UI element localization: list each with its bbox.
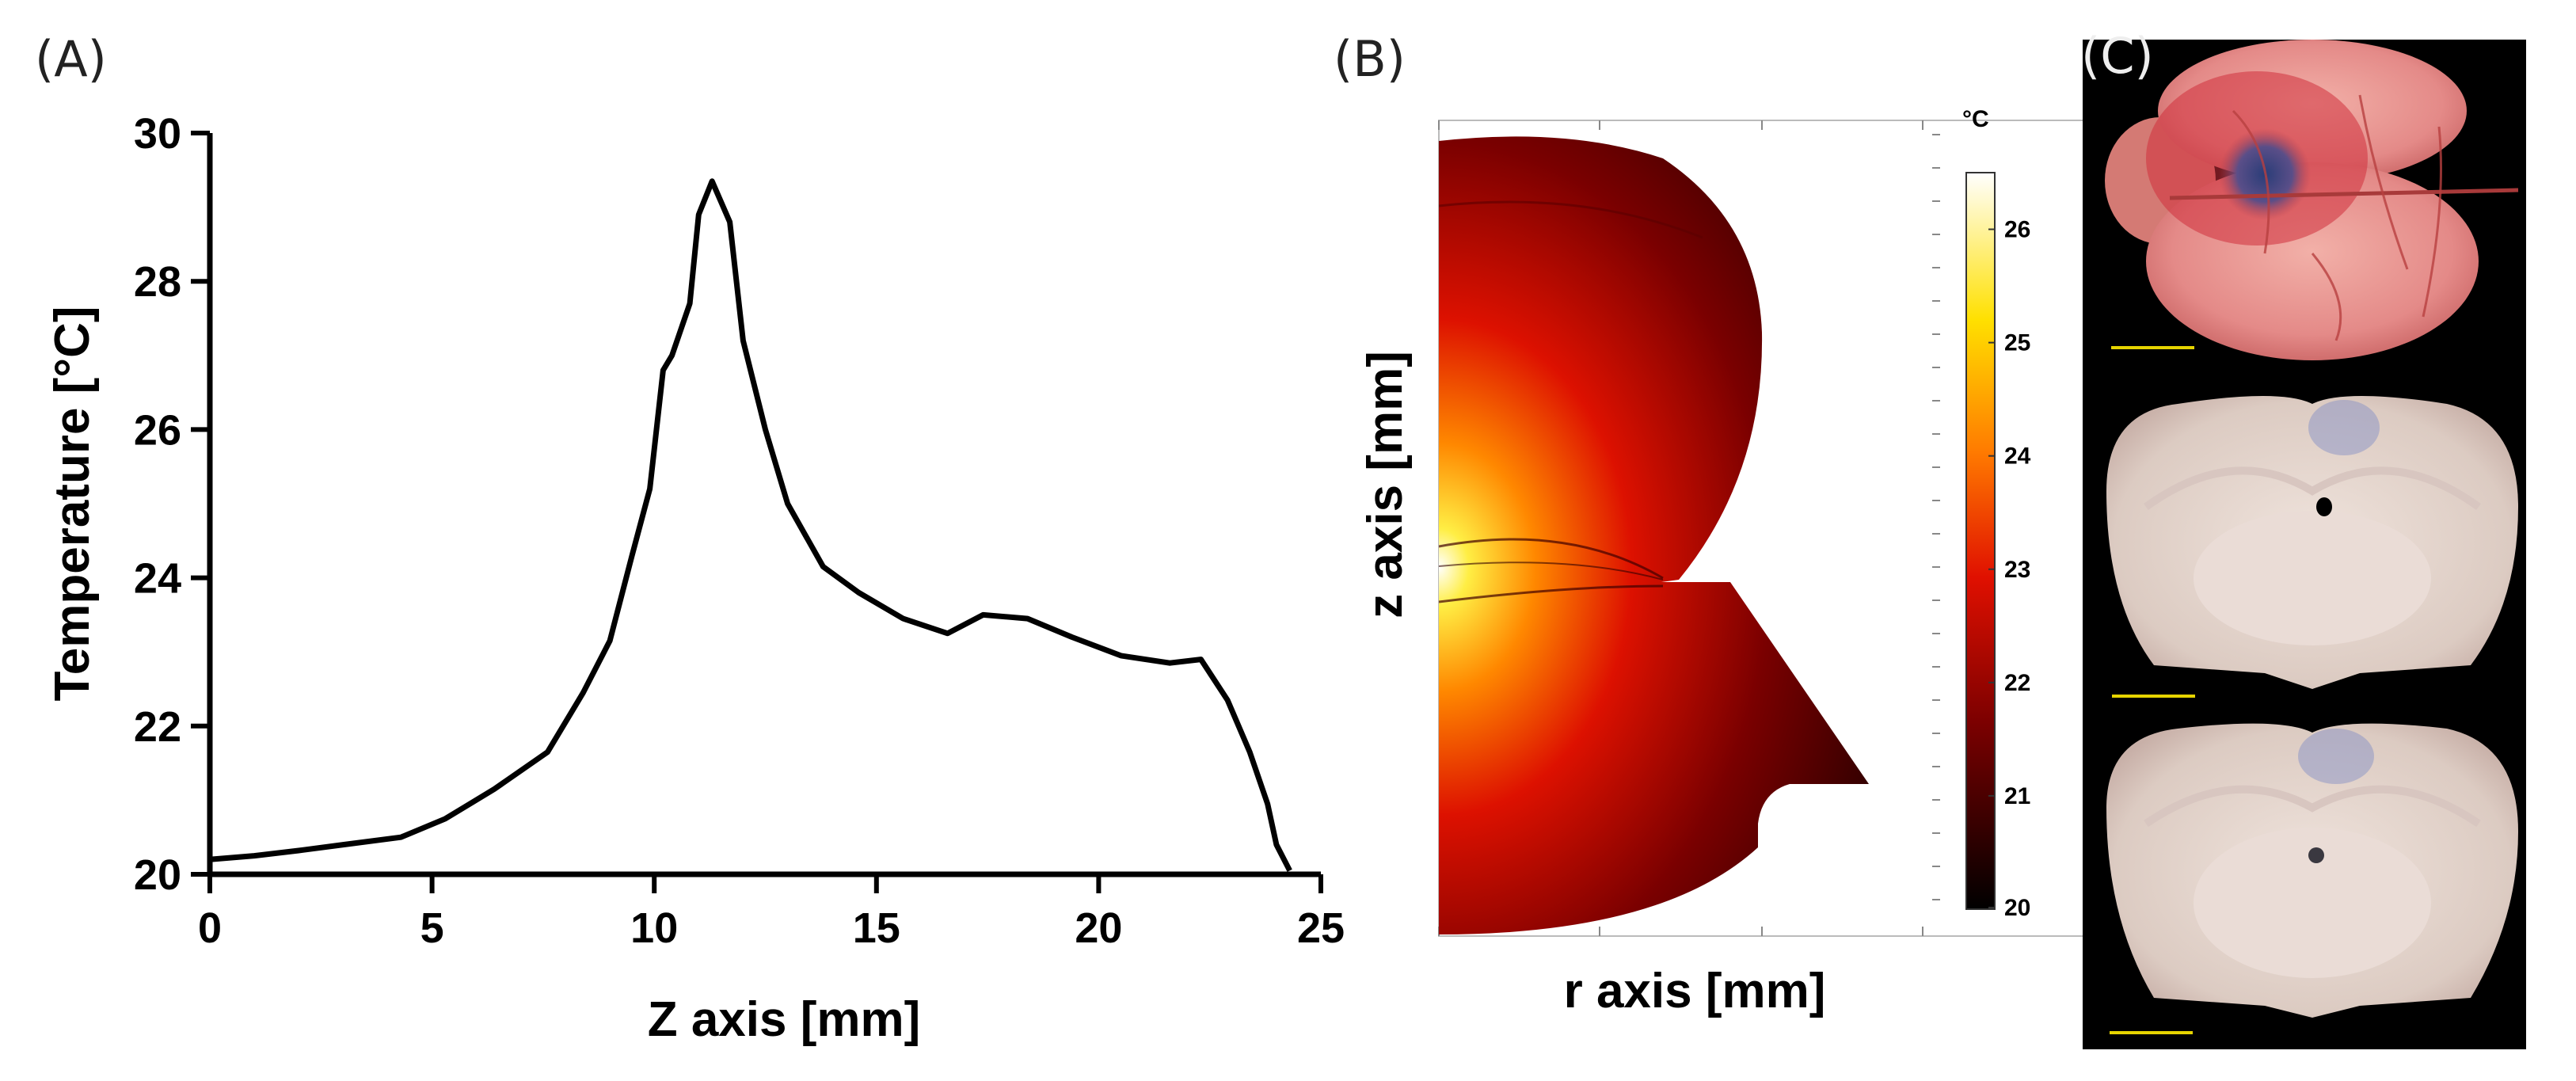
temperature-series-line [209, 178, 1292, 872]
colorbar-tick-label: 23 [2004, 557, 2030, 583]
whole-brain-photo [2105, 40, 2519, 360]
x-tick-label: 0 [198, 904, 222, 952]
x-tick-label: 25 [1297, 904, 1345, 952]
y-tick-label: 24 [134, 555, 181, 603]
x-tick-label: 5 [420, 904, 444, 952]
heatmap-frame-ticks [1438, 120, 1940, 936]
panel-a-label: (A) [35, 30, 107, 88]
y-tick-label: 20 [134, 851, 181, 899]
y-tick-label: 22 [134, 703, 181, 751]
y-axis-title-heatmap: z axis [mm] [1358, 351, 1413, 619]
y-tick-label: 28 [134, 258, 181, 306]
panel-a-line-chart: (A) 0 5 10 15 20 25 20 22 24 26 28 30 Z axis [mm] T… [35, 30, 1345, 1047]
y-tick-label: 30 [134, 110, 181, 158]
colorbar-tick-label: 22 [2004, 670, 2030, 696]
y-tick-label: 26 [134, 406, 181, 454]
x-tick-label: 10 [630, 904, 678, 952]
colorbar-tick-label: 24 [2004, 443, 2031, 470]
panel-c-label: (C) [2081, 27, 2154, 85]
coronal-slice-1 [2106, 396, 2518, 698]
colorbar-tick-label: 26 [2004, 217, 2030, 243]
x-tick-label: 20 [1075, 904, 1122, 952]
x-axis-title: Z axis [mm] [648, 992, 921, 1047]
panel-b-heatmap: (B) [1330, 0, 2469, 1077]
coronal-slice-2 [2106, 723, 2518, 1034]
colorbar [1965, 172, 1996, 910]
x-axis-title-heatmap: r axis [mm] [1564, 964, 1826, 1018]
colorbar-tick-label: 21 [2004, 783, 2030, 809]
panel-c-photos: (C) [2075, 0, 2576, 1077]
panel-b-label: (B) [1334, 30, 1406, 88]
colorbar-unit: °C [1962, 106, 1989, 132]
colorbar-tick-label: 20 [2004, 895, 2030, 921]
brain-photo-stack [2083, 40, 2526, 1049]
colorbar-tick-label: 25 [2004, 330, 2030, 356]
x-tick-label: 15 [853, 904, 900, 952]
temperature-heatmap: °C 20 21 22 23 24 25 26 r axis [mm] z axis [mm… [1358, 106, 2469, 1018]
temperature-line-chart: 0 5 10 15 20 25 20 22 24 26 28 30 Z axis [mm] Tempe… [45, 110, 1345, 1047]
y-axis-title: Temperature [°C] [45, 306, 100, 701]
